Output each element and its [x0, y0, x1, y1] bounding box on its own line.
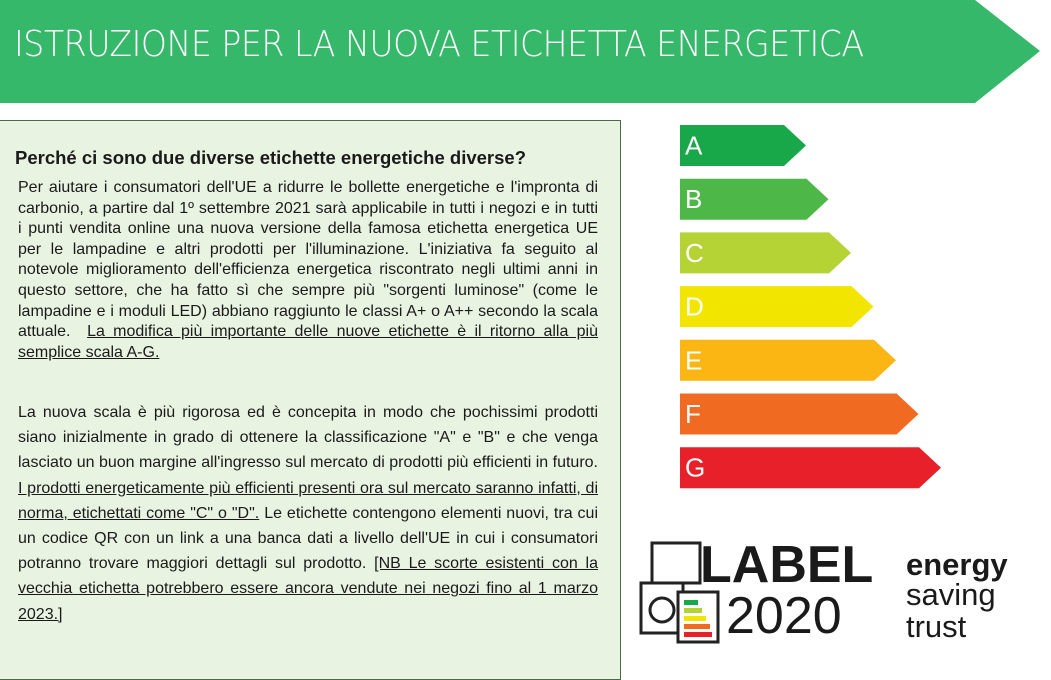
logo-est: trust — [906, 609, 967, 644]
info-panel: Perché ci sono due diverse etichette ene… — [0, 120, 621, 680]
energy-class-label: D — [685, 292, 704, 322]
energy-class-arrow — [680, 178, 829, 220]
label2020-icon — [639, 541, 720, 644]
text: Le etichette contengono elementi nuovi, … — [18, 504, 598, 573]
energy-class-label: B — [685, 184, 702, 214]
underlined-text: La modifica più importante delle nuove e… — [18, 323, 599, 361]
energy-class-arrow — [680, 393, 919, 435]
underlined-text: [NB Le scorte esistenti con la vecchia e… — [18, 555, 599, 623]
paragraph: Per aiutare i consumatori dell'UE a ridu… — [18, 178, 598, 363]
logo-year: 2020 — [726, 587, 842, 645]
underlined-text: I prodotti energeticamente più efficient… — [18, 479, 598, 522]
text: Per aiutare i consumatori dell'UE a ridu… — [18, 179, 598, 341]
energy-class-arrow — [680, 232, 851, 274]
logo-est: saving — [906, 577, 996, 612]
energy-class-arrow — [680, 447, 941, 489]
banner-arrow — [0, 0, 1040, 103]
energy-class-label: F — [685, 399, 701, 429]
energy-class-arrow — [680, 125, 806, 166]
banner — [0, 0, 1040, 103]
logo-est: energy — [906, 547, 1008, 582]
text: La nuova scala è più rigorosa ed è conce… — [18, 404, 598, 472]
heading: Perché ci sono due diverse etichette ene… — [15, 147, 527, 168]
energy-class-label: C — [685, 238, 704, 268]
energy-class-label: A — [685, 131, 703, 161]
energy-class-label: E — [685, 345, 702, 375]
paragraph: La nuova scala è più rigorosa ed è conce… — [18, 400, 598, 627]
energy-class-arrow — [680, 286, 874, 328]
energy-class-label: G — [685, 453, 705, 483]
title: ISTRUZIONE PER LA NUOVA ETICHETTA ENERGE… — [14, 24, 864, 65]
energy-class-arrow — [680, 339, 896, 381]
logo-label: LABEL — [700, 536, 873, 594]
